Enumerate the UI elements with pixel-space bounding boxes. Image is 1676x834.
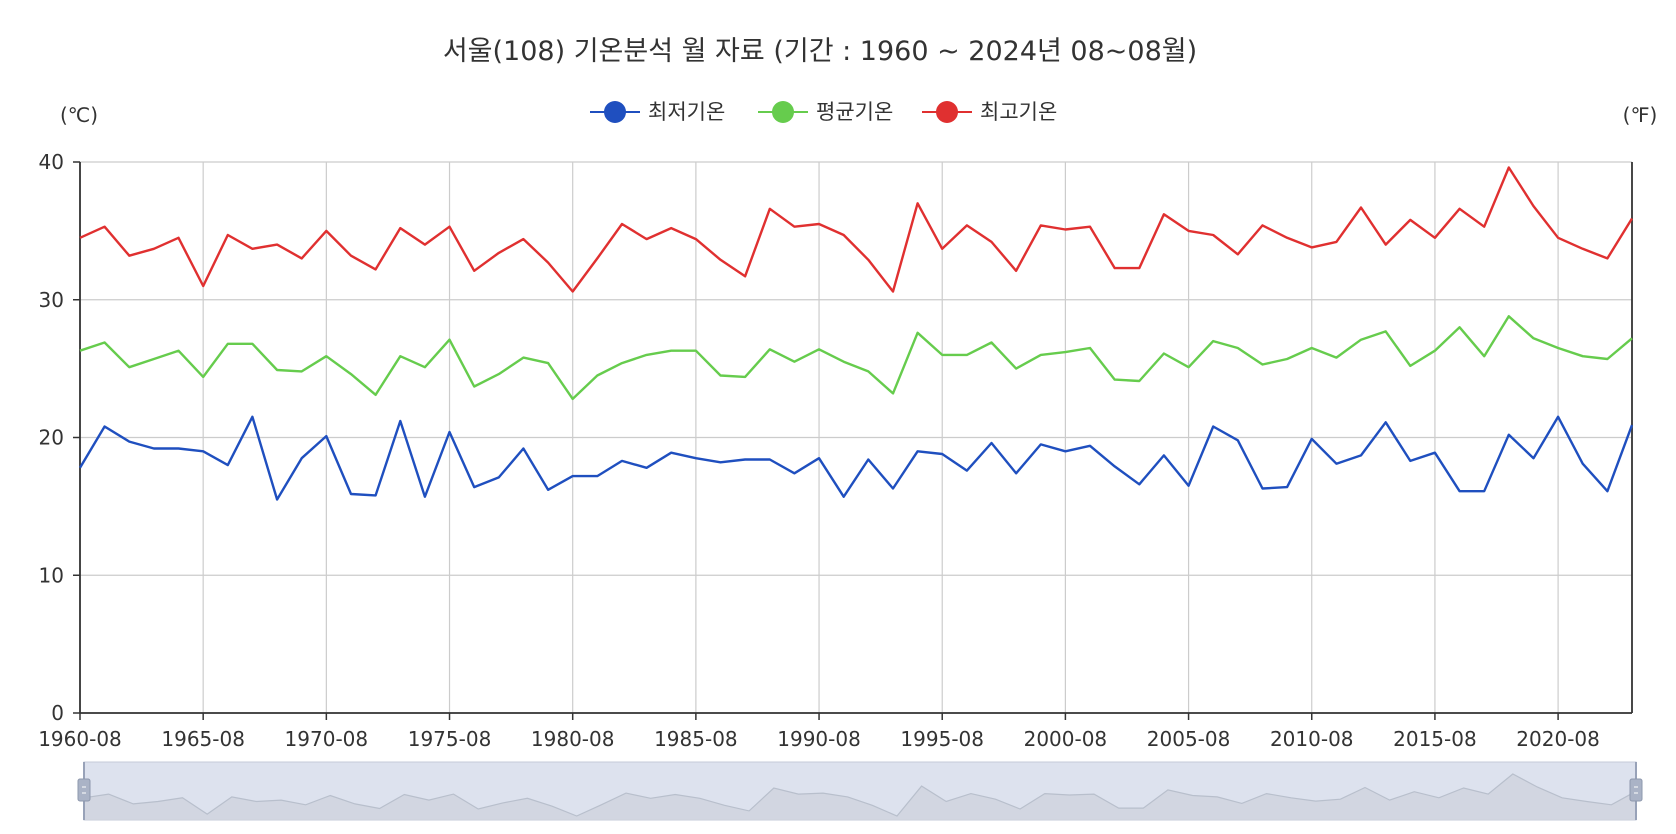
- series-line-min[interactable]: [78, 415, 1634, 501]
- legend-marker: [772, 101, 794, 123]
- legend-marker: [604, 101, 626, 123]
- zoom-area: [84, 774, 1636, 820]
- y-unit-right: (℉): [1623, 103, 1658, 127]
- y-unit-left: (℃): [60, 103, 98, 127]
- x-tick-label: 1995-08: [900, 727, 984, 751]
- y-tick-label: 30: [39, 288, 64, 312]
- series-line-max[interactable]: [79, 166, 1634, 293]
- y-tick-label: 10: [39, 563, 64, 587]
- x-tick-label: 2000-08: [1024, 727, 1108, 751]
- x-tick-label: 1975-08: [408, 727, 492, 751]
- legend-item-avg[interactable]: 평균기온: [758, 100, 893, 124]
- legend-label: 평균기온: [816, 100, 893, 124]
- x-tick-label: 1965-08: [161, 727, 245, 751]
- y-tick-label: 20: [39, 426, 64, 450]
- legend[interactable]: 최저기온 평균기온 최고기온: [590, 100, 1057, 124]
- zoom-line: [83, 773, 1637, 817]
- zoom-handle-left[interactable]: [77, 762, 91, 820]
- axes: [73, 161, 1633, 720]
- zoom-handle-grip[interactable]: [77, 778, 91, 802]
- grid: [79, 161, 1632, 714]
- x-tick-label: 2005-08: [1147, 727, 1231, 751]
- x-tick-label: 2015-08: [1393, 727, 1477, 751]
- legend-item-min[interactable]: 최저기온: [590, 100, 725, 124]
- chart-title: 서울(108) 기온분석 월 자료 (기간 : 1960 ~ 2024년 08~…: [443, 36, 1197, 67]
- x-tick-label: 1970-08: [285, 727, 369, 751]
- series-lines[interactable]: [78, 166, 1634, 501]
- y-tick-label: 40: [39, 150, 64, 174]
- x-tick-label: 1985-08: [654, 727, 738, 751]
- x-tick-label: 1960-08: [38, 727, 122, 751]
- x-tick-label: 1980-08: [531, 727, 615, 751]
- legend-marker: [936, 101, 958, 123]
- legend-label: 최저기온: [648, 100, 725, 124]
- x-tick-label: 2010-08: [1270, 727, 1354, 751]
- x-tick-label: 1990-08: [777, 727, 861, 751]
- series-line-avg[interactable]: [79, 315, 1633, 401]
- tick-labels: 0 10 20 30 40 1960-08 1965-08 1970-08 1975-08 198…: [38, 150, 1600, 751]
- x-tick-label: 2020-08: [1516, 727, 1600, 751]
- legend-item-max[interactable]: 최고기온: [922, 100, 1057, 124]
- data-zoom-slider[interactable]: [77, 761, 1643, 821]
- legend-label: 최고기온: [980, 100, 1057, 124]
- zoom-handle-right[interactable]: [1629, 762, 1643, 820]
- y-tick-label: 0: [51, 701, 64, 725]
- zoom-handle-grip[interactable]: [1629, 778, 1643, 802]
